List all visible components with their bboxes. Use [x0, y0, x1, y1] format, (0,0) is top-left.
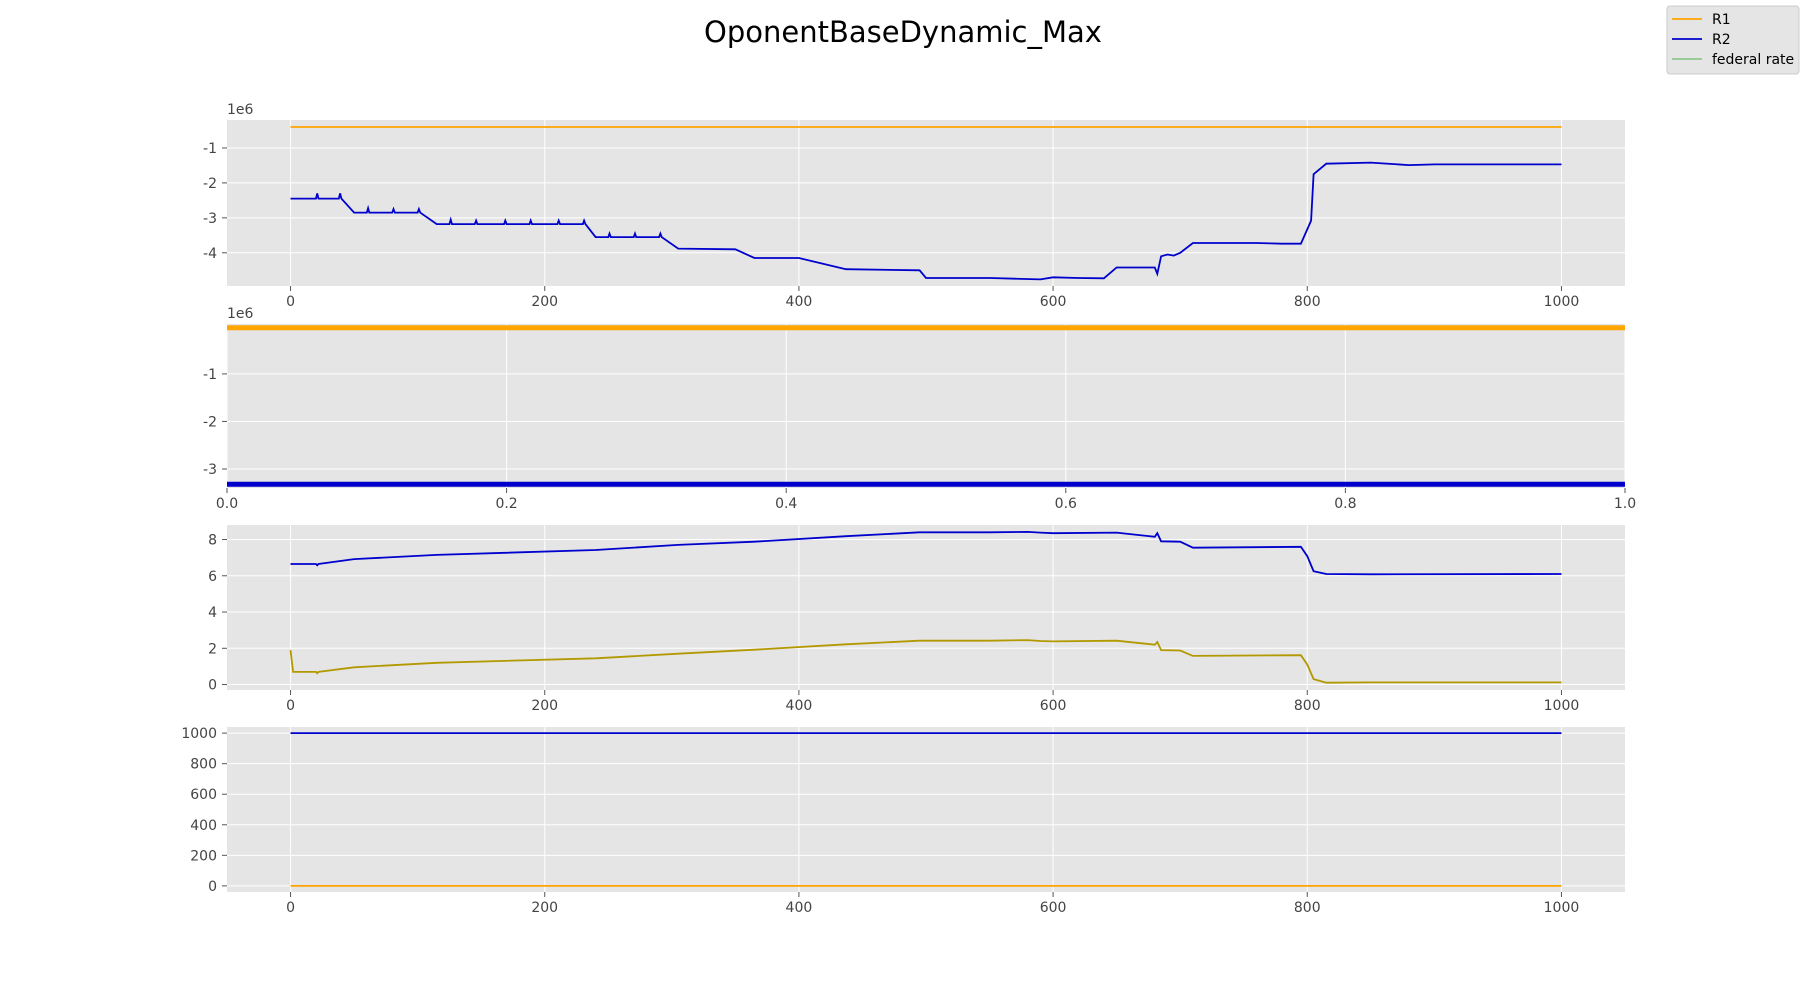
x-tick-label: 1000	[1544, 294, 1580, 310]
x-tick-label: 200	[531, 294, 558, 310]
x-tick-label: 200	[531, 698, 558, 714]
figure-title: OponentBaseDynamic_Max	[704, 15, 1102, 49]
subplot-4-r1-r2-levels: 0 200 400 600 800 1000 0 200 400 600 800 1000	[181, 726, 1625, 916]
y-tick-label: 4	[208, 605, 217, 621]
x-tick-label: 1.0	[1614, 496, 1636, 512]
y-tick-label: -2	[203, 414, 217, 430]
subplot-2-r1-r2-balance-flat: 0.0 0.2 0.4 0.6 0.8 1.0 -1 -2 -3 1e6	[203, 306, 1636, 512]
y-tick-label: 600	[190, 787, 217, 803]
y-tick-label: 6	[208, 569, 217, 585]
y-tick-label: 2	[208, 641, 217, 657]
x-tick-label: 800	[1294, 294, 1321, 310]
subplot-3-r2-and-difference: 0 200 400 600 800 1000 0 2 4 6 8	[208, 525, 1625, 714]
plot-area	[227, 525, 1625, 690]
legend-r1-label: R1	[1712, 12, 1731, 28]
legend-frame	[1666, 5, 1800, 75]
y-tick-label: 200	[190, 848, 217, 864]
y-tick-label: -4	[203, 246, 217, 262]
legend-r2-label: R2	[1712, 32, 1731, 48]
y-tick-label: 400	[190, 818, 217, 834]
x-tick-label: 0.6	[1055, 496, 1077, 512]
x-tick-label: 600	[1040, 294, 1067, 310]
x-tick-label: 1000	[1544, 900, 1580, 916]
x-tick-label: 0.0	[216, 496, 238, 512]
r2-series-line	[290, 530, 1562, 576]
x-tick-label: 800	[1294, 900, 1321, 916]
x-tick-label: 0.8	[1334, 496, 1356, 512]
x-tick-label: 0.2	[495, 496, 517, 512]
y-tick-label: 0	[208, 678, 217, 694]
y-tick-label: -1	[203, 367, 217, 383]
y-tick-label: -3	[203, 462, 217, 478]
y-tick-label: -3	[203, 211, 217, 227]
x-tick-label: 600	[1040, 900, 1067, 916]
legend-federal-rate-label: federal rate	[1712, 52, 1794, 68]
r2-series-line	[290, 161, 1562, 281]
x-tick-label: 400	[786, 294, 813, 310]
subplot-1-r1-r2-balance: 0 200 400 600 800 1000 -1 -2 -3 -4 1e6	[203, 102, 1625, 310]
x-tick-label: 800	[1294, 698, 1321, 714]
legend: R1 R2 federal rate	[1666, 5, 1800, 75]
plot-area	[227, 324, 1625, 488]
y-offset-label: 1e6	[227, 306, 254, 322]
x-tick-label: 400	[786, 698, 813, 714]
y-tick-label: 1000	[181, 726, 217, 742]
y-tick-label: -2	[203, 176, 217, 192]
x-tick-label: 0.4	[775, 496, 797, 512]
y-tick-label: 800	[190, 757, 217, 773]
plot-area	[227, 727, 1625, 892]
x-tick-label: 0	[286, 900, 295, 916]
x-tick-label: 1000	[1544, 698, 1580, 714]
y-tick-label: 0	[208, 879, 217, 895]
plot-area	[227, 120, 1625, 286]
y-offset-label: 1e6	[227, 102, 254, 118]
difference-series-line	[289, 639, 1562, 684]
x-tick-label: 0	[286, 698, 295, 714]
x-tick-label: 0	[286, 294, 295, 310]
x-tick-label: 200	[531, 900, 558, 916]
x-tick-label: 600	[1040, 698, 1067, 714]
y-tick-label: -1	[203, 141, 217, 157]
x-tick-label: 400	[786, 900, 813, 916]
y-tick-label: 8	[208, 533, 217, 549]
